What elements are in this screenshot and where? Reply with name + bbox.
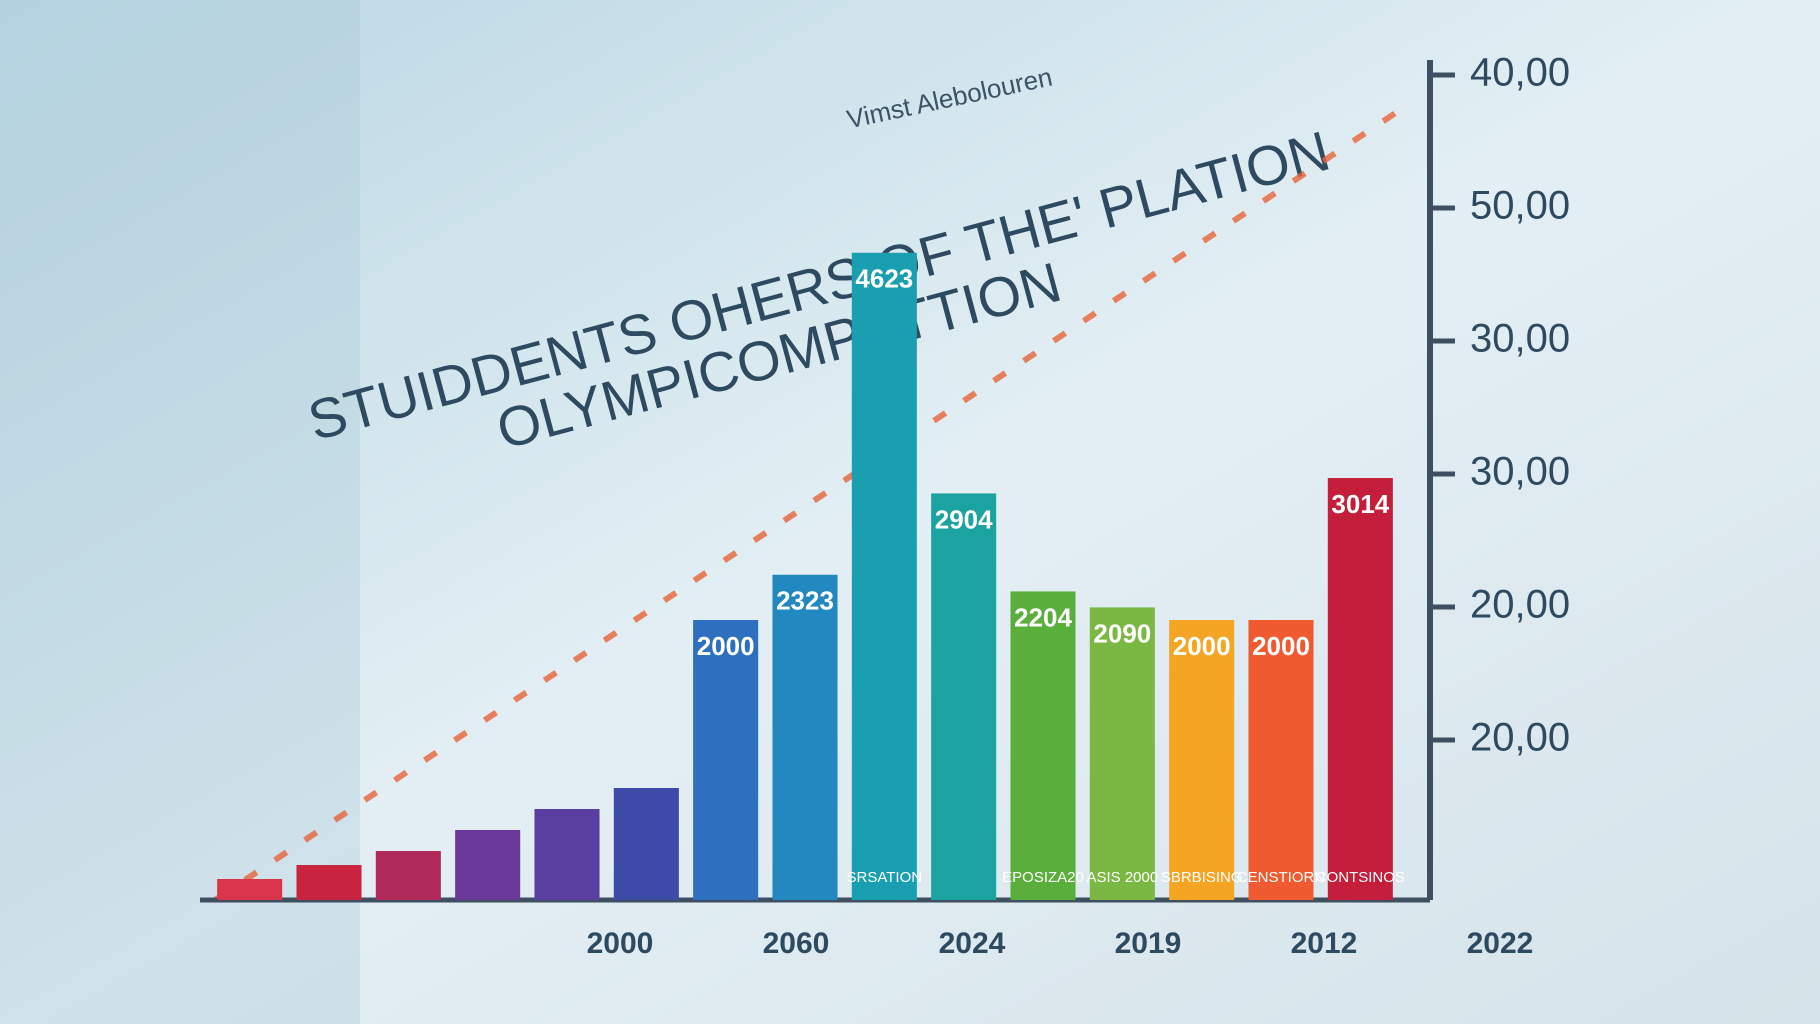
bar-caption: EPOSIZA20 <box>1002 869 1084 886</box>
bar <box>217 879 283 900</box>
bar-caption: ASIS 2000 <box>1086 869 1158 886</box>
value-label: 2204 <box>1014 602 1072 632</box>
side-label: 30,00 <box>1470 450 1570 494</box>
side-label: 50,00 <box>1470 184 1570 228</box>
bar-caption: CONTSINOS <box>1316 869 1405 886</box>
side-label: 20,00 <box>1470 716 1570 760</box>
side-label: 40,00 <box>1470 51 1570 95</box>
bar <box>693 620 759 900</box>
bar <box>931 493 997 900</box>
bar <box>534 809 600 900</box>
value-label: 2090 <box>1093 618 1151 648</box>
bar <box>613 788 679 900</box>
bar <box>1327 478 1393 900</box>
value-label: 2904 <box>935 504 993 534</box>
bar <box>1089 607 1155 900</box>
x-axis-label: 2022 <box>1467 927 1534 960</box>
value-label: 2323 <box>776 586 834 616</box>
x-axis-label: 2060 <box>763 927 830 960</box>
bar <box>1169 620 1235 900</box>
blur-panel <box>0 0 360 1024</box>
value-label: 4623 <box>855 264 913 294</box>
bar <box>296 865 362 900</box>
x-axis-label: 2000 <box>587 927 654 960</box>
side-label: 20,00 <box>1470 583 1570 627</box>
x-axis-label: 2024 <box>939 927 1006 960</box>
bar-caption: CENSTIORN <box>1237 869 1325 886</box>
value-label: 2000 <box>1173 631 1231 661</box>
bar <box>455 830 521 900</box>
bar <box>1010 591 1076 900</box>
bar-caption: SBRBISING <box>1161 869 1243 886</box>
value-label: 3014 <box>1331 489 1389 519</box>
bar <box>375 851 441 900</box>
bar <box>1248 620 1314 900</box>
x-axis-label: 2012 <box>1291 927 1358 960</box>
bar-caption: SRSATION <box>847 869 923 886</box>
value-label: 2000 <box>1252 631 1310 661</box>
x-axis-label: 2019 <box>1115 927 1182 960</box>
bar <box>772 574 838 900</box>
value-label: 2000 <box>697 631 755 661</box>
bar <box>851 252 917 900</box>
side-label: 30,00 <box>1470 317 1570 361</box>
